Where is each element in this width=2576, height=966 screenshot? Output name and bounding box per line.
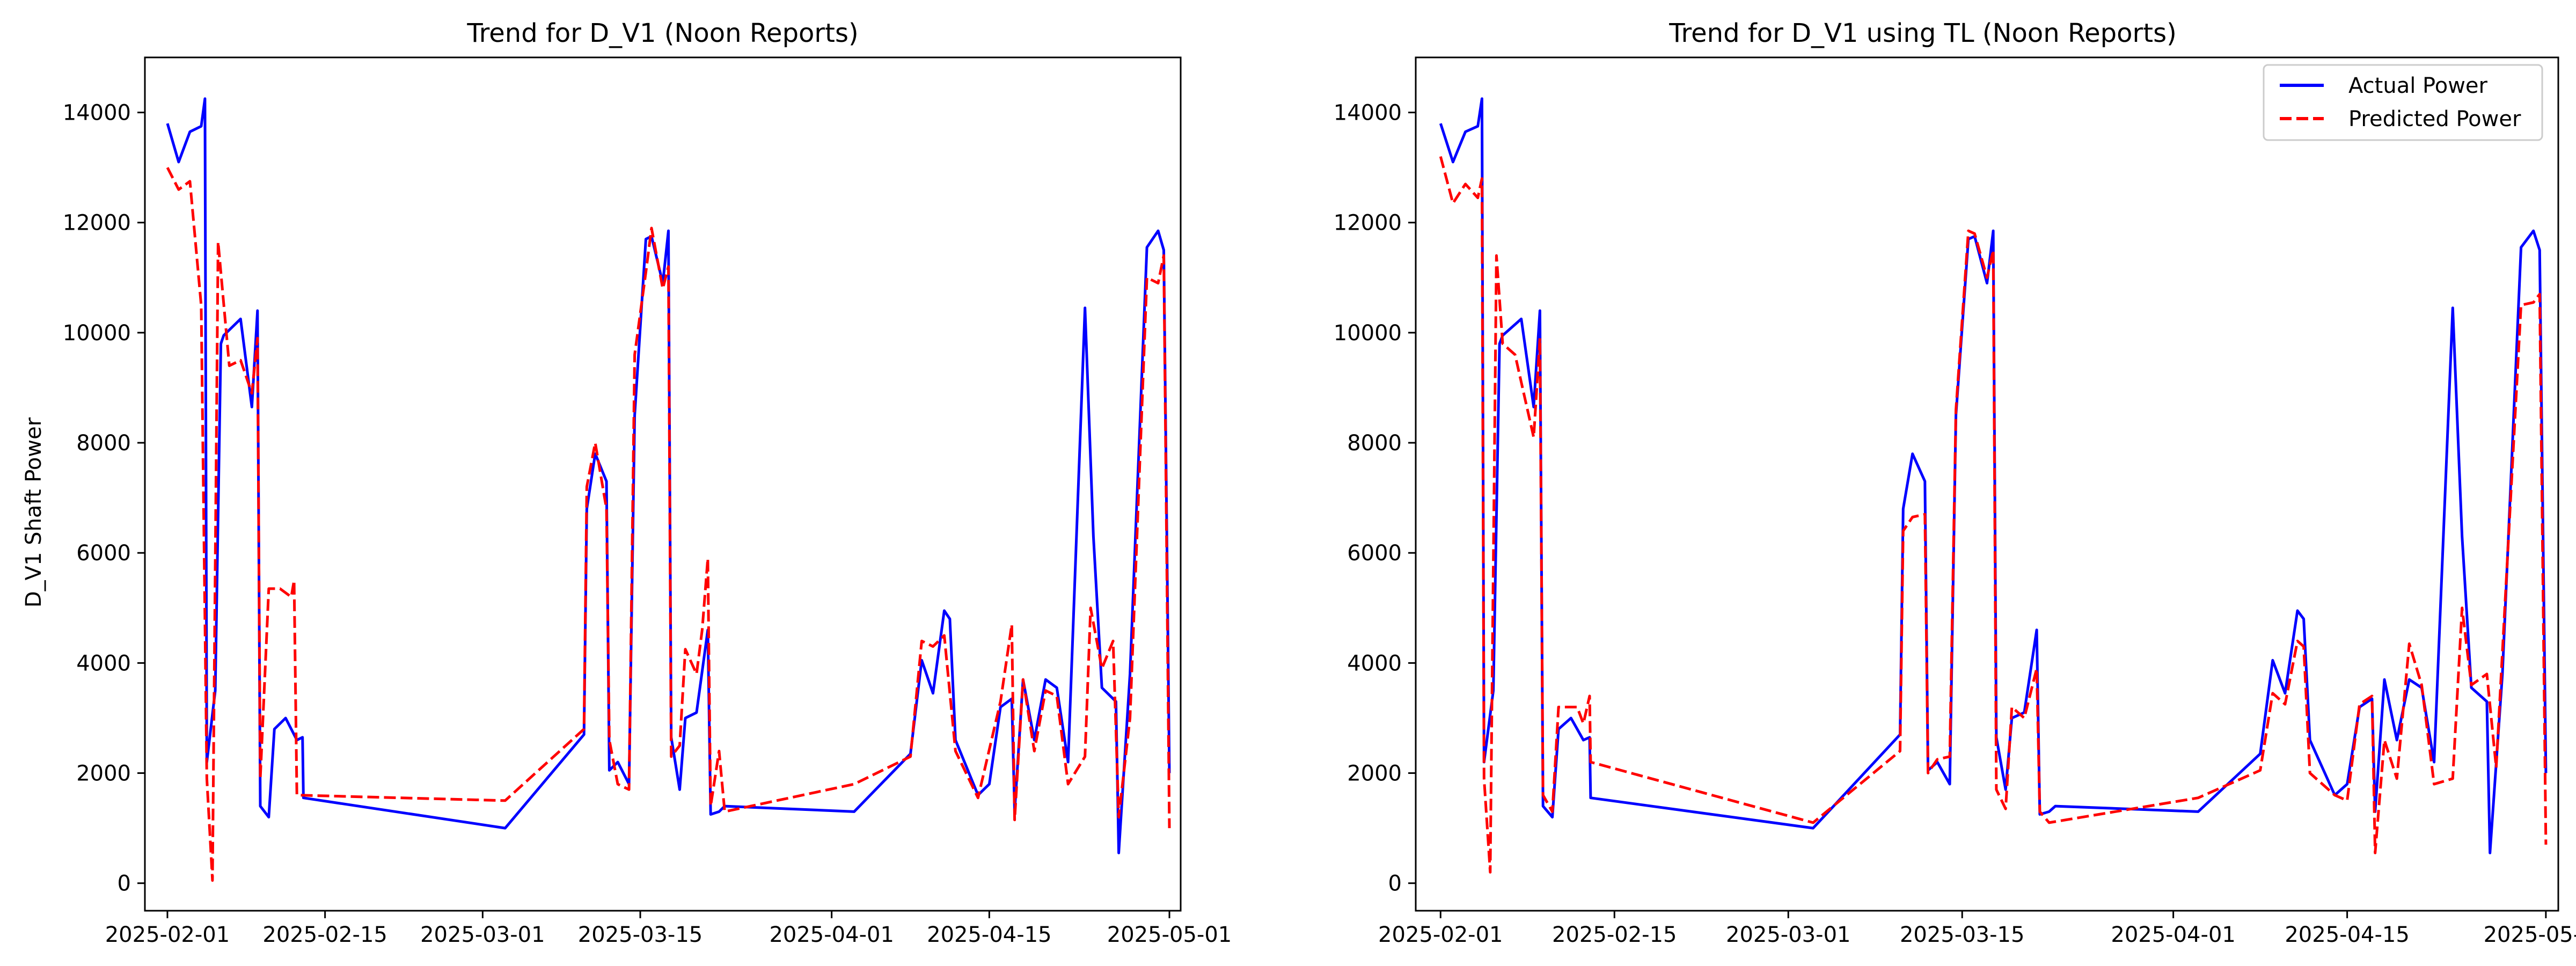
right-y-tick-label: 4000 xyxy=(1347,651,1402,676)
right-x-tick-label: 2025-05-01 xyxy=(2484,923,2576,947)
left-x-tick-label: 2025-03-01 xyxy=(420,923,545,947)
legend-box xyxy=(2263,64,2543,141)
left-y-tick-label: 12000 xyxy=(63,211,131,236)
left-y-axis-label: D_V1 Shaft Power xyxy=(21,417,46,608)
left-x-tick-label: 2025-03-15 xyxy=(578,923,702,947)
right-predicted-power-line xyxy=(1439,156,2548,874)
right-chart-title: Trend for D_V1 using TL (Noon Reports) xyxy=(1668,18,2177,48)
left-actual-power-line xyxy=(166,97,1171,854)
left-chart-title: Trend for D_V1 (Noon Reports) xyxy=(466,18,858,48)
right-x-tick-label: 2025-04-01 xyxy=(2111,923,2235,947)
left-plot-frame xyxy=(144,56,1182,912)
left-y-tick-label: 0 xyxy=(118,872,131,896)
legend-actual-label: Actual Power xyxy=(2348,74,2488,98)
left-x-tick-label: 2025-02-15 xyxy=(262,923,387,947)
left-x-tick-label: 2025-05-01 xyxy=(1107,923,1232,947)
legend: Actual Power Predicted Power xyxy=(2263,64,2543,141)
right-y-tick-label: 6000 xyxy=(1347,541,1402,566)
left-x-tick-label: 2025-02-01 xyxy=(105,923,230,947)
right-y-tick-label: 10000 xyxy=(1334,321,1402,346)
left-y-tick-label: 8000 xyxy=(76,431,131,456)
left-y-tick-label: 14000 xyxy=(63,101,131,126)
left-x-tick-label: 2025-04-01 xyxy=(769,923,894,947)
left-y-tick-label: 2000 xyxy=(76,762,131,786)
left-y-tick-label: 6000 xyxy=(76,541,131,566)
right-x-tick-label: 2025-02-15 xyxy=(1552,923,1677,947)
left-predicted-power-line xyxy=(166,167,1171,882)
legend-predicted-label: Predicted Power xyxy=(2348,107,2521,131)
right-x-tick-label: 2025-04-15 xyxy=(2285,923,2409,947)
left-y-tick-label: 10000 xyxy=(63,321,131,346)
right-y-tick-label: 14000 xyxy=(1334,101,1402,126)
right-x-tick-label: 2025-02-01 xyxy=(1378,923,1503,947)
right-series xyxy=(1439,97,2548,874)
right-x-tick-label: 2025-03-15 xyxy=(1900,923,2024,947)
left-y-tick-label: 4000 xyxy=(76,651,131,676)
right-chart-panel: Trend for D_V1 using TL (Noon Reports) 2… xyxy=(1334,18,2576,947)
right-y-tick-label: 2000 xyxy=(1347,762,1402,786)
right-plot-frame xyxy=(1415,56,2559,912)
right-x-tick-label: 2025-03-01 xyxy=(1726,923,1850,947)
left-x-tick-label: 2025-04-15 xyxy=(927,923,1051,947)
left-ticks: 2025-02-01 2025-02-15 2025-03-01 2025-03-15… xyxy=(63,101,1232,947)
left-chart-panel: Trend for D_V1 (Noon Reports) D_V1 Shaft… xyxy=(21,18,1232,947)
right-y-tick-label: 0 xyxy=(1388,872,1402,896)
right-y-tick-label: 12000 xyxy=(1334,211,1402,236)
left-series xyxy=(166,97,1171,882)
right-ticks: 2025-02-01 2025-02-15 2025-03-01 2025-03-15… xyxy=(1334,101,2576,947)
right-y-tick-label: 8000 xyxy=(1347,431,1402,456)
